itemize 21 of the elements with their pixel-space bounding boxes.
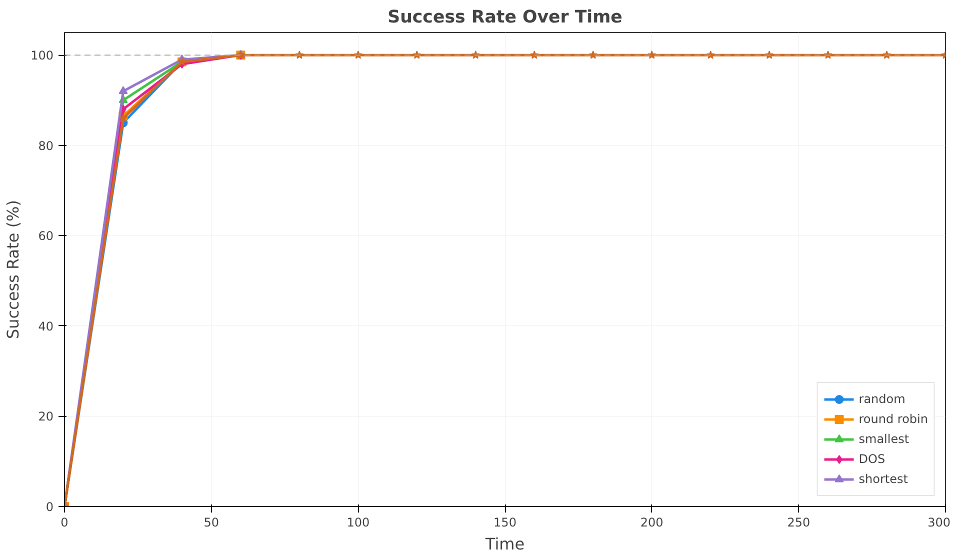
x-tick-label: 50 [204, 516, 219, 530]
y-axis-title: Success Rate (%) [4, 200, 23, 339]
legend-label: DOS [858, 452, 886, 466]
legend-label: smallest [858, 432, 910, 446]
y-tick-label: 100 [30, 48, 54, 63]
x-tick-label: 200 [640, 516, 664, 530]
y-tick-label: 20 [38, 410, 54, 424]
x-tick-label: 150 [494, 516, 516, 530]
y-tick-label: 80 [38, 138, 54, 153]
legend-label: round robin [858, 412, 928, 426]
y-tick-label: 60 [38, 229, 54, 244]
legend-label: random [858, 392, 906, 406]
legend-label: shortest [858, 472, 908, 486]
x-tick-label: 0 [60, 516, 68, 530]
chart-title: Success Rate Over Time [388, 8, 622, 28]
x-tick-label: 250 [787, 516, 810, 530]
x-tick-label: 100 [346, 516, 370, 530]
y-tick-label: 40 [38, 319, 54, 334]
y-tick-label: 0 [46, 500, 54, 514]
x-axis-title: Time [484, 534, 525, 554]
x-tick-label: 300 [928, 516, 950, 530]
